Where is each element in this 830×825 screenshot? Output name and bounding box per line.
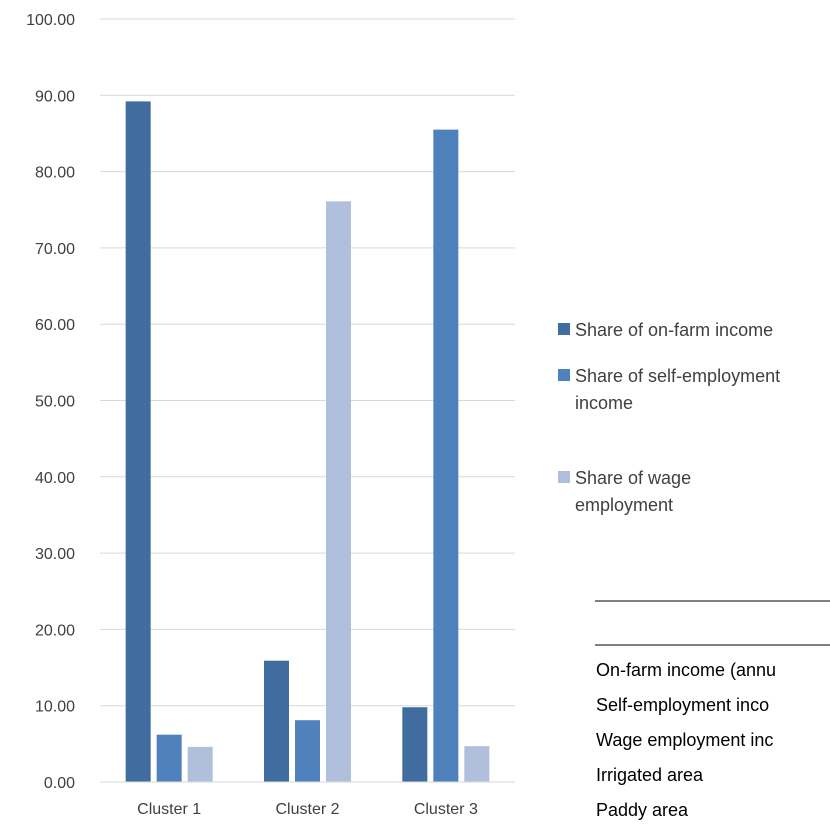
x-tick-label: Cluster 2 [275, 801, 339, 818]
table-row-label: Paddy area [596, 800, 689, 820]
bar [433, 129, 459, 782]
table-row-label: Wage employment inc [596, 730, 773, 750]
legend: Share of on-farm income Share of self-emp… [558, 320, 780, 515]
bar [464, 746, 490, 782]
x-tick-label: Cluster 3 [414, 801, 478, 818]
y-tick-label: 70.00 [35, 241, 75, 258]
x-tick-label: Cluster 1 [137, 801, 201, 818]
legend-swatch [558, 471, 570, 483]
y-tick-label: 80.00 [35, 165, 75, 182]
bar [187, 746, 213, 782]
legend-label: Share of self-employment [575, 366, 780, 386]
bar [156, 734, 182, 782]
legend-label: Share of wage [575, 468, 691, 488]
table-row-label: Irrigated area [596, 765, 704, 785]
y-tick-label: 0.00 [44, 775, 75, 792]
y-tick-label: 60.00 [35, 317, 75, 334]
legend-label: income [575, 393, 633, 413]
overlay-table: On-farm income (annu Self-employment inco… [595, 600, 830, 820]
x-axis-tick-labels: Cluster 1 Cluster 2 Cluster 3 [137, 801, 478, 818]
bar [402, 707, 428, 782]
bar [326, 201, 351, 782]
y-tick-label: 10.00 [35, 699, 75, 716]
table-row-label: On-farm income (annu [596, 660, 776, 680]
legend-label: Share of on-farm income [575, 320, 773, 340]
y-axis-tick-labels: 0.00 10.00 20.00 30.00 40.00 50.00 60.00 70.00 8… [26, 12, 75, 792]
y-tick-label: 90.00 [35, 88, 75, 105]
y-tick-label: 20.00 [35, 622, 75, 639]
bar [295, 720, 320, 782]
table-row-label: Self-employment inco [596, 695, 769, 715]
legend-swatch [558, 323, 570, 335]
bar [264, 660, 289, 782]
y-tick-label: 40.00 [35, 470, 75, 487]
y-tick-label: 50.00 [35, 394, 75, 411]
gridlines [100, 18, 515, 707]
legend-swatch [558, 369, 570, 381]
legend-label: employment [575, 495, 673, 515]
bar [125, 101, 151, 783]
y-tick-label: 100.00 [26, 12, 75, 29]
y-tick-label: 30.00 [35, 546, 75, 563]
bars [125, 101, 490, 783]
